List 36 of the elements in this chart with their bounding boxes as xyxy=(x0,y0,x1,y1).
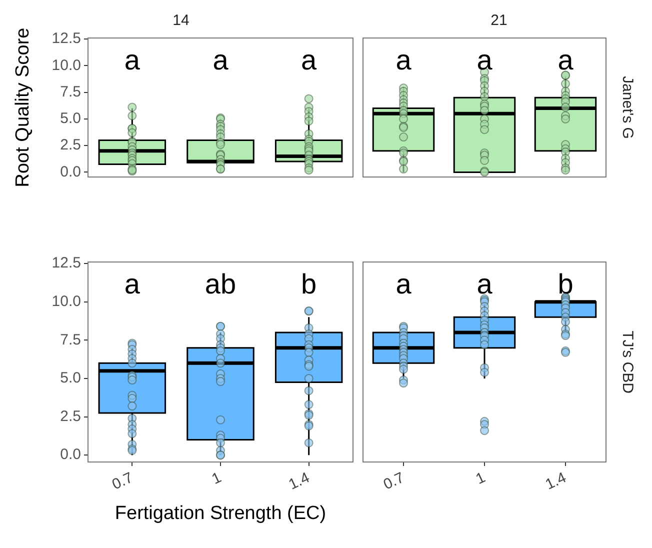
annotation: b xyxy=(301,268,317,300)
y-tick-label: 7.5 xyxy=(60,331,81,348)
x-tick-label: 1 xyxy=(209,469,224,488)
y-tick-label: 2.5 xyxy=(60,408,81,425)
y-tick-label: 0.0 xyxy=(60,163,81,180)
y-axis-title: Root Quality Score xyxy=(12,28,34,188)
x-tick-label: 1.4 xyxy=(542,469,569,494)
annotation: ab xyxy=(204,268,236,300)
x-tick-label: 0.7 xyxy=(380,469,407,494)
y-tick-label: 7.5 xyxy=(60,83,81,100)
y-tick-label: 10.0 xyxy=(52,292,81,310)
y2-axis-title: TJ's CBD xyxy=(618,330,636,394)
x-tick-label: 0.7 xyxy=(110,469,136,494)
y-tick-label: 10.0 xyxy=(52,56,81,74)
y2-axis-title: Janet's G xyxy=(618,76,636,139)
annotation: a xyxy=(396,268,412,300)
x-tick-label: 1 xyxy=(473,469,488,488)
y-tick-label: 12.5 xyxy=(52,254,81,272)
y-tick-label: 12.5 xyxy=(52,30,81,48)
x-tick-label: 1.4 xyxy=(286,469,312,494)
x-axis-title: Fertigation Strength (EC) xyxy=(114,502,326,524)
annotation: a xyxy=(124,268,140,300)
annotation: a xyxy=(476,268,493,300)
annotation: a xyxy=(124,44,140,76)
annotation: a xyxy=(558,44,574,76)
annotation: b xyxy=(558,268,574,300)
annotation: a xyxy=(396,44,412,76)
chart-title: 14 xyxy=(172,12,190,30)
annotation: a xyxy=(476,44,493,76)
y-tick-label: 5.0 xyxy=(60,110,81,128)
annotation: a xyxy=(212,44,229,76)
chart-title: 21 xyxy=(490,12,508,30)
y-tick-label: 0.0 xyxy=(60,446,81,464)
annotation: a xyxy=(301,44,318,76)
y-tick-label: 2.5 xyxy=(60,136,81,154)
y-tick-label: 5.0 xyxy=(60,370,81,387)
